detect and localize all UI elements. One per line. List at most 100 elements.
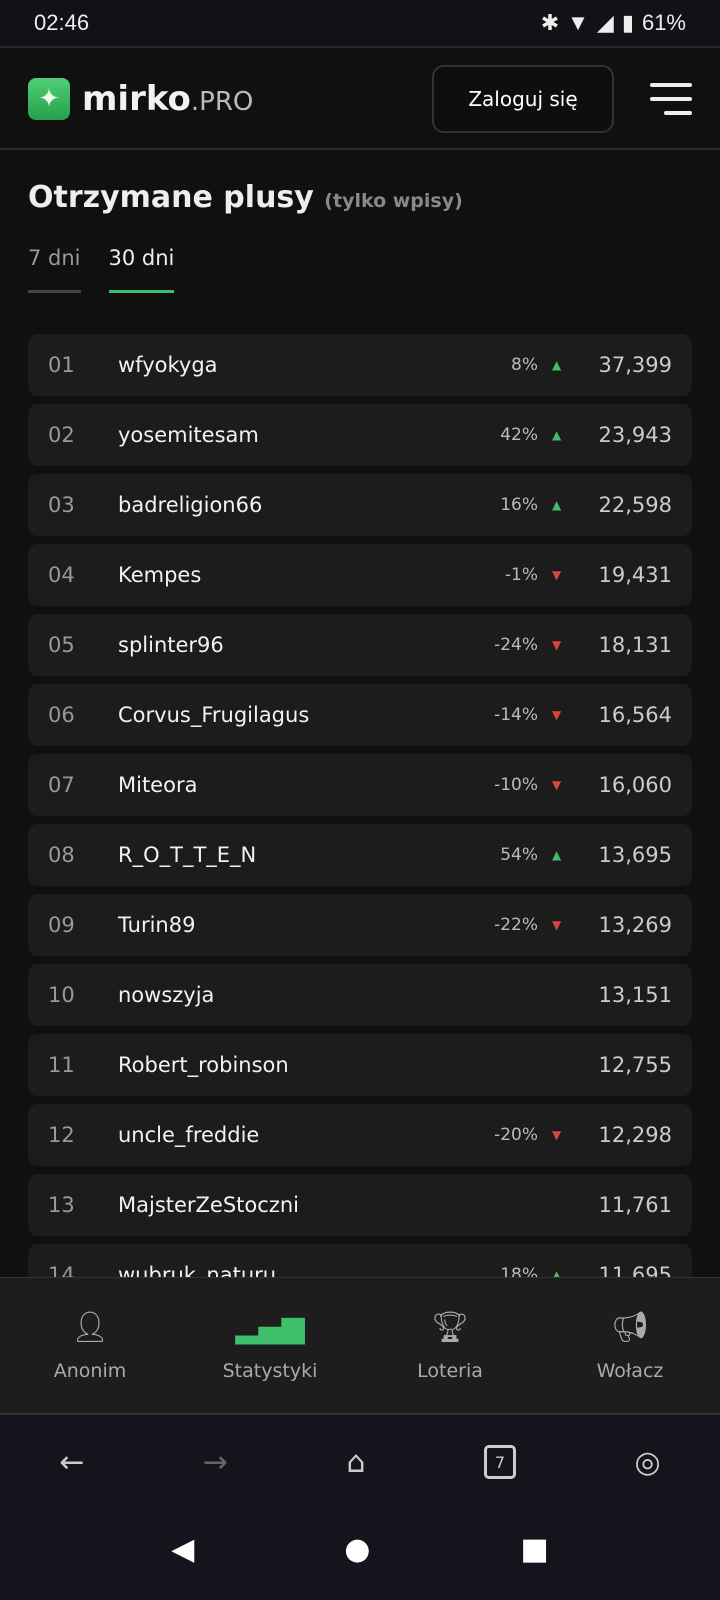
signal-icon: ◢: [596, 10, 614, 35]
ranking-row[interactable]: 04 Kempes -1% ▼ 19,431: [28, 544, 692, 606]
nav-label: Loteria: [417, 1359, 483, 1382]
arrow-down-icon: ▼: [552, 778, 562, 792]
change-percent: -24%: [494, 635, 538, 655]
ranking-row[interactable]: 11 Robert_robinson 12,755: [28, 1034, 692, 1096]
username[interactable]: Robert_robinson: [118, 1053, 289, 1077]
system-recents-icon[interactable]: ■: [520, 1532, 549, 1567]
browser-toolbar: ← → ⌂ 7 ◎ ◀ ● ■: [0, 1415, 720, 1600]
username[interactable]: wfyokyga: [118, 353, 218, 377]
tab-30-days[interactable]: 30 dni: [108, 246, 175, 293]
plus-count: 13,151: [598, 983, 672, 1007]
change-percent: -10%: [494, 775, 538, 795]
rank: 13: [48, 1193, 75, 1217]
logo[interactable]: ✦ mirko.PRO: [28, 78, 253, 120]
tabs-button[interactable]: 7: [484, 1445, 517, 1479]
bottom-nav: 👤︎ Anonim ▂▄▆ Statystyki 🏆︎ Loteria 📢︎ Wołac…: [0, 1277, 720, 1415]
site-header: ✦ mirko.PRO Zaloguj się: [0, 50, 720, 150]
ranking-row[interactable]: 09 Turin89 -22% ▼ 13,269: [28, 894, 692, 956]
rank: 10: [48, 983, 75, 1007]
system-back-icon[interactable]: ◀: [171, 1532, 195, 1567]
plus-count: 18,131: [598, 633, 672, 657]
username[interactable]: uncle_freddie: [118, 1123, 260, 1147]
ranking-row[interactable]: 12 uncle_freddie -20% ▼ 12,298: [28, 1104, 692, 1166]
nav-anonim[interactable]: 👤︎ Anonim: [0, 1278, 180, 1413]
ranking-row[interactable]: 08 R_O_T_T_E_N 54% ▲ 13,695: [28, 824, 692, 886]
hamburger-menu-icon[interactable]: [650, 83, 692, 115]
back-icon[interactable]: ←: [59, 1444, 85, 1480]
battery-icon: ▮: [621, 10, 634, 35]
ranking-row[interactable]: 01 wfyokyga 8% ▲ 37,399: [28, 334, 692, 396]
nav-loteria[interactable]: 🏆︎ Loteria: [360, 1278, 540, 1413]
rank: 02: [48, 423, 75, 447]
username[interactable]: R_O_T_T_E_N: [118, 843, 257, 867]
rank: 05: [48, 633, 75, 657]
change-percent: 54%: [500, 845, 538, 865]
arrow-down-icon: ▼: [552, 1128, 562, 1142]
home-icon[interactable]: ⌂: [346, 1444, 366, 1480]
ranking-row[interactable]: 03 badreligion66 16% ▲ 22,598: [28, 474, 692, 536]
logo-main: mirko: [82, 79, 191, 119]
change-percent: -14%: [494, 705, 538, 725]
username[interactable]: Miteora: [118, 773, 198, 797]
login-button[interactable]: Zaloguj się: [432, 65, 614, 133]
page-title: Otrzymane plusy (tylko wpisy): [28, 180, 463, 215]
nav-label: Wołacz: [596, 1359, 664, 1382]
sparkle-icon: ✦: [28, 78, 70, 120]
rank: 12: [48, 1123, 75, 1147]
nav-label: Anonim: [53, 1359, 127, 1382]
bluetooth-icon: ✱: [540, 10, 560, 35]
tab-7-days[interactable]: 7 dni: [28, 246, 81, 293]
forward-icon[interactable]: →: [202, 1444, 228, 1480]
ranking-row[interactable]: 06 Corvus_Frugilagus -14% ▼ 16,564: [28, 684, 692, 746]
clock: 02:46: [34, 10, 90, 35]
ranking-row[interactable]: 10 nowszyja 13,151: [28, 964, 692, 1026]
system-home-icon[interactable]: ●: [344, 1532, 371, 1567]
change-percent: -1%: [504, 565, 538, 585]
change-percent: 16%: [500, 495, 538, 515]
plus-count: 19,431: [598, 563, 672, 587]
rank: 06: [48, 703, 75, 727]
ranking-row[interactable]: 13 MajsterZeStoczni 11,761: [28, 1174, 692, 1236]
username[interactable]: Corvus_Frugilagus: [118, 703, 310, 727]
arrow-up-icon: ▲: [552, 358, 562, 372]
username[interactable]: badreligion66: [118, 493, 263, 517]
nav-label: Statystyki: [222, 1359, 318, 1382]
battery-level: 61%: [641, 10, 686, 35]
period-tabs: 7 dni 30 dni: [28, 246, 175, 293]
username[interactable]: Kempes: [118, 563, 202, 587]
plus-count: 12,298: [598, 1123, 672, 1147]
plus-count: 13,695: [598, 843, 672, 867]
change-percent: -20%: [494, 1125, 538, 1145]
logo-suffix: .PRO: [190, 87, 254, 117]
arrow-down-icon: ▼: [552, 638, 562, 652]
ranking-row[interactable]: 07 Miteora -10% ▼ 16,060: [28, 754, 692, 816]
plus-count: 23,943: [598, 423, 672, 447]
username[interactable]: Turin89: [118, 913, 196, 937]
user-icon: 👤︎: [70, 1309, 110, 1345]
arrow-up-icon: ▲: [552, 428, 562, 442]
wifi-icon: ▼: [567, 10, 589, 35]
plus-count: 16,060: [598, 773, 672, 797]
username[interactable]: nowszyja: [118, 983, 215, 1007]
ranking-row[interactable]: 05 splinter96 -24% ▼ 18,131: [28, 614, 692, 676]
username[interactable]: splinter96: [118, 633, 224, 657]
ranking-row[interactable]: 02 yosemitesam 42% ▲ 23,943: [28, 404, 692, 466]
bar-chart-icon: ▂▄▆: [235, 1309, 305, 1345]
trophy-icon: 🏆︎: [430, 1309, 470, 1345]
arrow-down-icon: ▼: [552, 708, 562, 722]
account-icon[interactable]: ◎: [634, 1444, 661, 1480]
rank: 01: [48, 353, 75, 377]
status-bar: 02:46 ✱ ▼ ◢ ▮ 61%: [0, 0, 720, 48]
username[interactable]: yosemitesam: [118, 423, 259, 447]
nav-statystyki[interactable]: ▂▄▆ Statystyki: [180, 1278, 360, 1413]
change-percent: 8%: [511, 355, 538, 375]
nav-wolacz[interactable]: 📢︎ Wołacz: [540, 1278, 720, 1413]
plus-count: 37,399: [598, 353, 672, 377]
plus-count: 13,269: [598, 913, 672, 937]
arrow-up-icon: ▲: [552, 848, 562, 862]
rank: 07: [48, 773, 75, 797]
change-percent: 42%: [500, 425, 538, 445]
rank: 11: [48, 1053, 75, 1077]
plus-count: 22,598: [598, 493, 672, 517]
username[interactable]: MajsterZeStoczni: [118, 1193, 299, 1217]
